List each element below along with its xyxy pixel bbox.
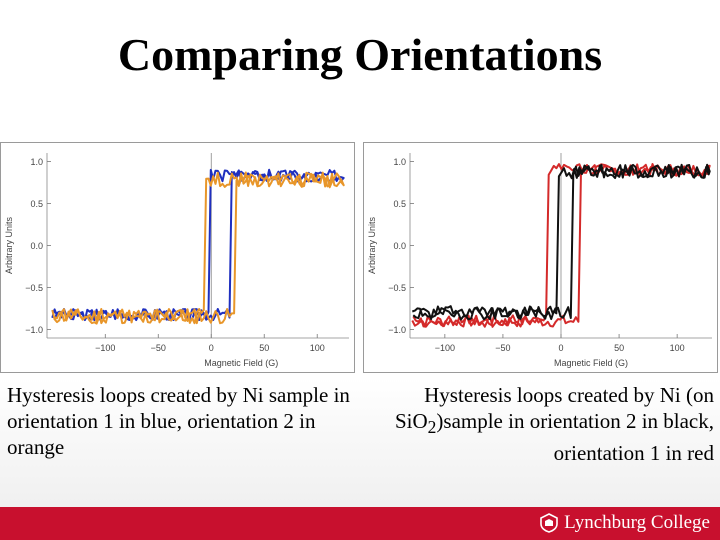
x-tick-label: −100 (95, 343, 115, 353)
footer-bar: Lynchburg College (0, 507, 720, 540)
x-tick-label: 50 (614, 343, 624, 353)
series-line (51, 168, 345, 322)
x-tick-label: 0 (558, 343, 563, 353)
caption-right-post: )sample in orientation 2 in black, orien… (436, 409, 714, 466)
x-axis-label: Magnetic Field (G) (554, 358, 628, 368)
y-tick-label: 0.0 (393, 241, 406, 251)
slide-title: Comparing Orientations (117, 29, 603, 80)
x-tick-label: −50 (151, 343, 166, 353)
caption-right-pre: Hysteresis loops created by Ni (on Si (394, 383, 714, 433)
y-tick-label: −0.5 (388, 283, 406, 293)
x-axis-label: Magnetic Field (G) (204, 358, 278, 368)
y-tick-label: 0.0 (30, 241, 43, 251)
x-tick-label: 0 (209, 343, 214, 353)
x-tick-label: −100 (435, 343, 455, 353)
seal-icon (540, 513, 558, 533)
y-tick-label: 0.5 (393, 199, 406, 209)
caption-right-mid: O (412, 409, 428, 433)
logo-text: Lynchburg College (564, 512, 710, 533)
hysteresis-chart-right: −1.0 −0.5 0.0 0.5 1.0 −100 −50 0 50 100 Magnetic F… (363, 142, 718, 373)
hysteresis-chart-left: −1.0 −0.5 0.0 0.5 1.0 −100 −50 0 50 100 Magnetic F… (0, 142, 355, 373)
y-axis-label: Arbitrary Units (367, 216, 377, 274)
series-line (51, 171, 345, 325)
y-tick-label: 1.0 (393, 157, 406, 167)
chart-right-svg: −1.0 −0.5 0.0 0.5 1.0 −100 −50 0 50 100 Magnetic F… (367, 153, 712, 368)
series-line (411, 163, 711, 321)
y-tick-label: −1.0 (388, 325, 406, 335)
x-tick-label: 50 (259, 343, 269, 353)
y-tick-label: −1.0 (25, 325, 43, 335)
x-tick-label: −50 (495, 343, 510, 353)
series-line (411, 163, 711, 328)
caption-left: Hysteresis loops created by Ni sample in… (7, 383, 350, 459)
x-tick-label: 100 (310, 343, 325, 353)
college-logo: Lynchburg College (540, 512, 710, 534)
y-tick-label: 0.5 (30, 199, 43, 209)
caption-right: Hysteresis loops created by Ni (on SiO2)… (364, 382, 714, 466)
chart-left-svg: −1.0 −0.5 0.0 0.5 1.0 −100 −50 0 50 100 Magnetic F… (4, 153, 349, 368)
x-tick-label: 100 (670, 343, 685, 353)
y-axis-label: Arbitrary Units (4, 216, 14, 274)
y-tick-label: −0.5 (25, 283, 43, 293)
y-tick-label: 1.0 (30, 157, 43, 167)
caption-right-subscript: 2 (427, 417, 437, 438)
